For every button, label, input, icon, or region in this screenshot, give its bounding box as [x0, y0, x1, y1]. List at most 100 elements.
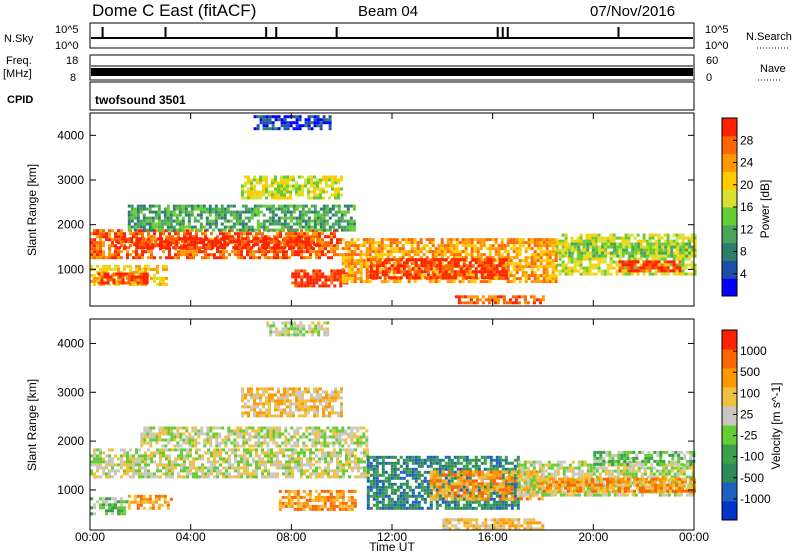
velocity-cell: [379, 495, 382, 498]
power-cell: [350, 223, 353, 226]
velocity-cell: [345, 460, 348, 463]
power-cell: [157, 243, 160, 246]
power-cell: [249, 250, 252, 253]
power-cell: [555, 280, 558, 283]
power-cell: [481, 273, 484, 276]
nsky-tick-top: 10^5: [55, 24, 79, 36]
power-cell: [193, 246, 196, 249]
power-cell: [347, 211, 350, 214]
velocity-cell: [379, 507, 382, 510]
velocity-cell: [264, 454, 267, 457]
power-cell: [313, 182, 316, 185]
power-cell: [283, 197, 286, 200]
power-cell: [279, 256, 282, 259]
power-cell: [388, 276, 391, 279]
power-cell: [205, 237, 208, 240]
velocity-cell: [173, 427, 176, 430]
power-cell: [246, 250, 249, 253]
power-cell: [304, 237, 307, 240]
power-cell: [432, 250, 435, 253]
power-cell: [604, 249, 607, 252]
power-cell: [549, 262, 552, 265]
power-cell: [312, 281, 315, 284]
power-cell: [337, 179, 340, 182]
velocity-cell: [382, 462, 385, 465]
velocity-cell: [348, 496, 351, 499]
power-cell: [531, 280, 534, 283]
power-cell: [301, 191, 304, 194]
power-cell: [254, 229, 257, 232]
velocity-cell: [261, 451, 264, 454]
power-cell: [204, 232, 207, 235]
power-cell: [516, 268, 519, 271]
velocity-cell: [176, 433, 179, 436]
power-cell: [438, 253, 441, 256]
velocity-cell: [335, 439, 338, 442]
power-cell: [502, 258, 505, 261]
power-cell: [192, 250, 195, 253]
power-cell: [178, 246, 181, 249]
power-cell: [143, 226, 146, 229]
power-cell: [147, 265, 150, 268]
power-cell: [300, 229, 303, 232]
power-cell: [580, 255, 583, 258]
velocity-cell: [177, 448, 180, 451]
velocity-cell: [269, 439, 272, 442]
power-cell: [316, 237, 319, 240]
power-cell: [128, 205, 131, 208]
velocity-cell: [141, 472, 144, 475]
power-cell: [300, 275, 303, 278]
power-cell: [360, 259, 363, 262]
velocity-cell: [309, 496, 312, 499]
power-cell: [313, 197, 316, 200]
power-cell: [345, 265, 348, 268]
power-cell: [108, 232, 111, 235]
power-cell: [322, 179, 325, 182]
velocity-cell: [207, 457, 210, 460]
velocity-cell: [216, 466, 219, 469]
velocity-cell: [330, 457, 333, 460]
power-cell: [415, 273, 418, 276]
velocity-cell: [249, 454, 252, 457]
velocity-cell: [363, 451, 366, 454]
velocity-cell: [273, 475, 276, 478]
power-cell: [552, 253, 555, 256]
power-cell: [296, 124, 299, 127]
power-cell: [491, 295, 494, 298]
velocity-cell: [186, 454, 189, 457]
power-cell: [224, 217, 227, 220]
power-cell: [537, 238, 540, 241]
velocity-cell: [140, 442, 143, 445]
velocity-cell: [266, 433, 269, 436]
power-cell: [507, 250, 510, 253]
velocity-cell: [144, 451, 147, 454]
power-cell: [298, 246, 301, 249]
power-cell: [537, 256, 540, 259]
power-cell: [259, 182, 262, 185]
power-cell: [661, 273, 664, 276]
power-cell: [351, 265, 354, 268]
power-cell: [477, 247, 480, 250]
power-cell: [287, 229, 290, 232]
power-cell: [339, 241, 342, 244]
velocity-cell: [174, 457, 177, 460]
velocity-cell: [354, 448, 357, 451]
power-cell: [290, 220, 293, 223]
velocity-cell: [254, 433, 257, 436]
power-cell: [646, 255, 649, 258]
power-cell: [426, 244, 429, 247]
power-cell: [323, 121, 326, 124]
velocity-cell: [248, 445, 251, 448]
power-cell: [328, 197, 331, 200]
power-cell: [309, 284, 312, 287]
velocity-cell: [206, 430, 209, 433]
power-cell: [93, 274, 96, 277]
power-cell: [336, 272, 339, 275]
power-cell: [284, 226, 287, 229]
power-cell: [158, 205, 161, 208]
power-cell: [345, 256, 348, 259]
power-cell: [533, 301, 536, 304]
power-cell: [643, 269, 646, 272]
